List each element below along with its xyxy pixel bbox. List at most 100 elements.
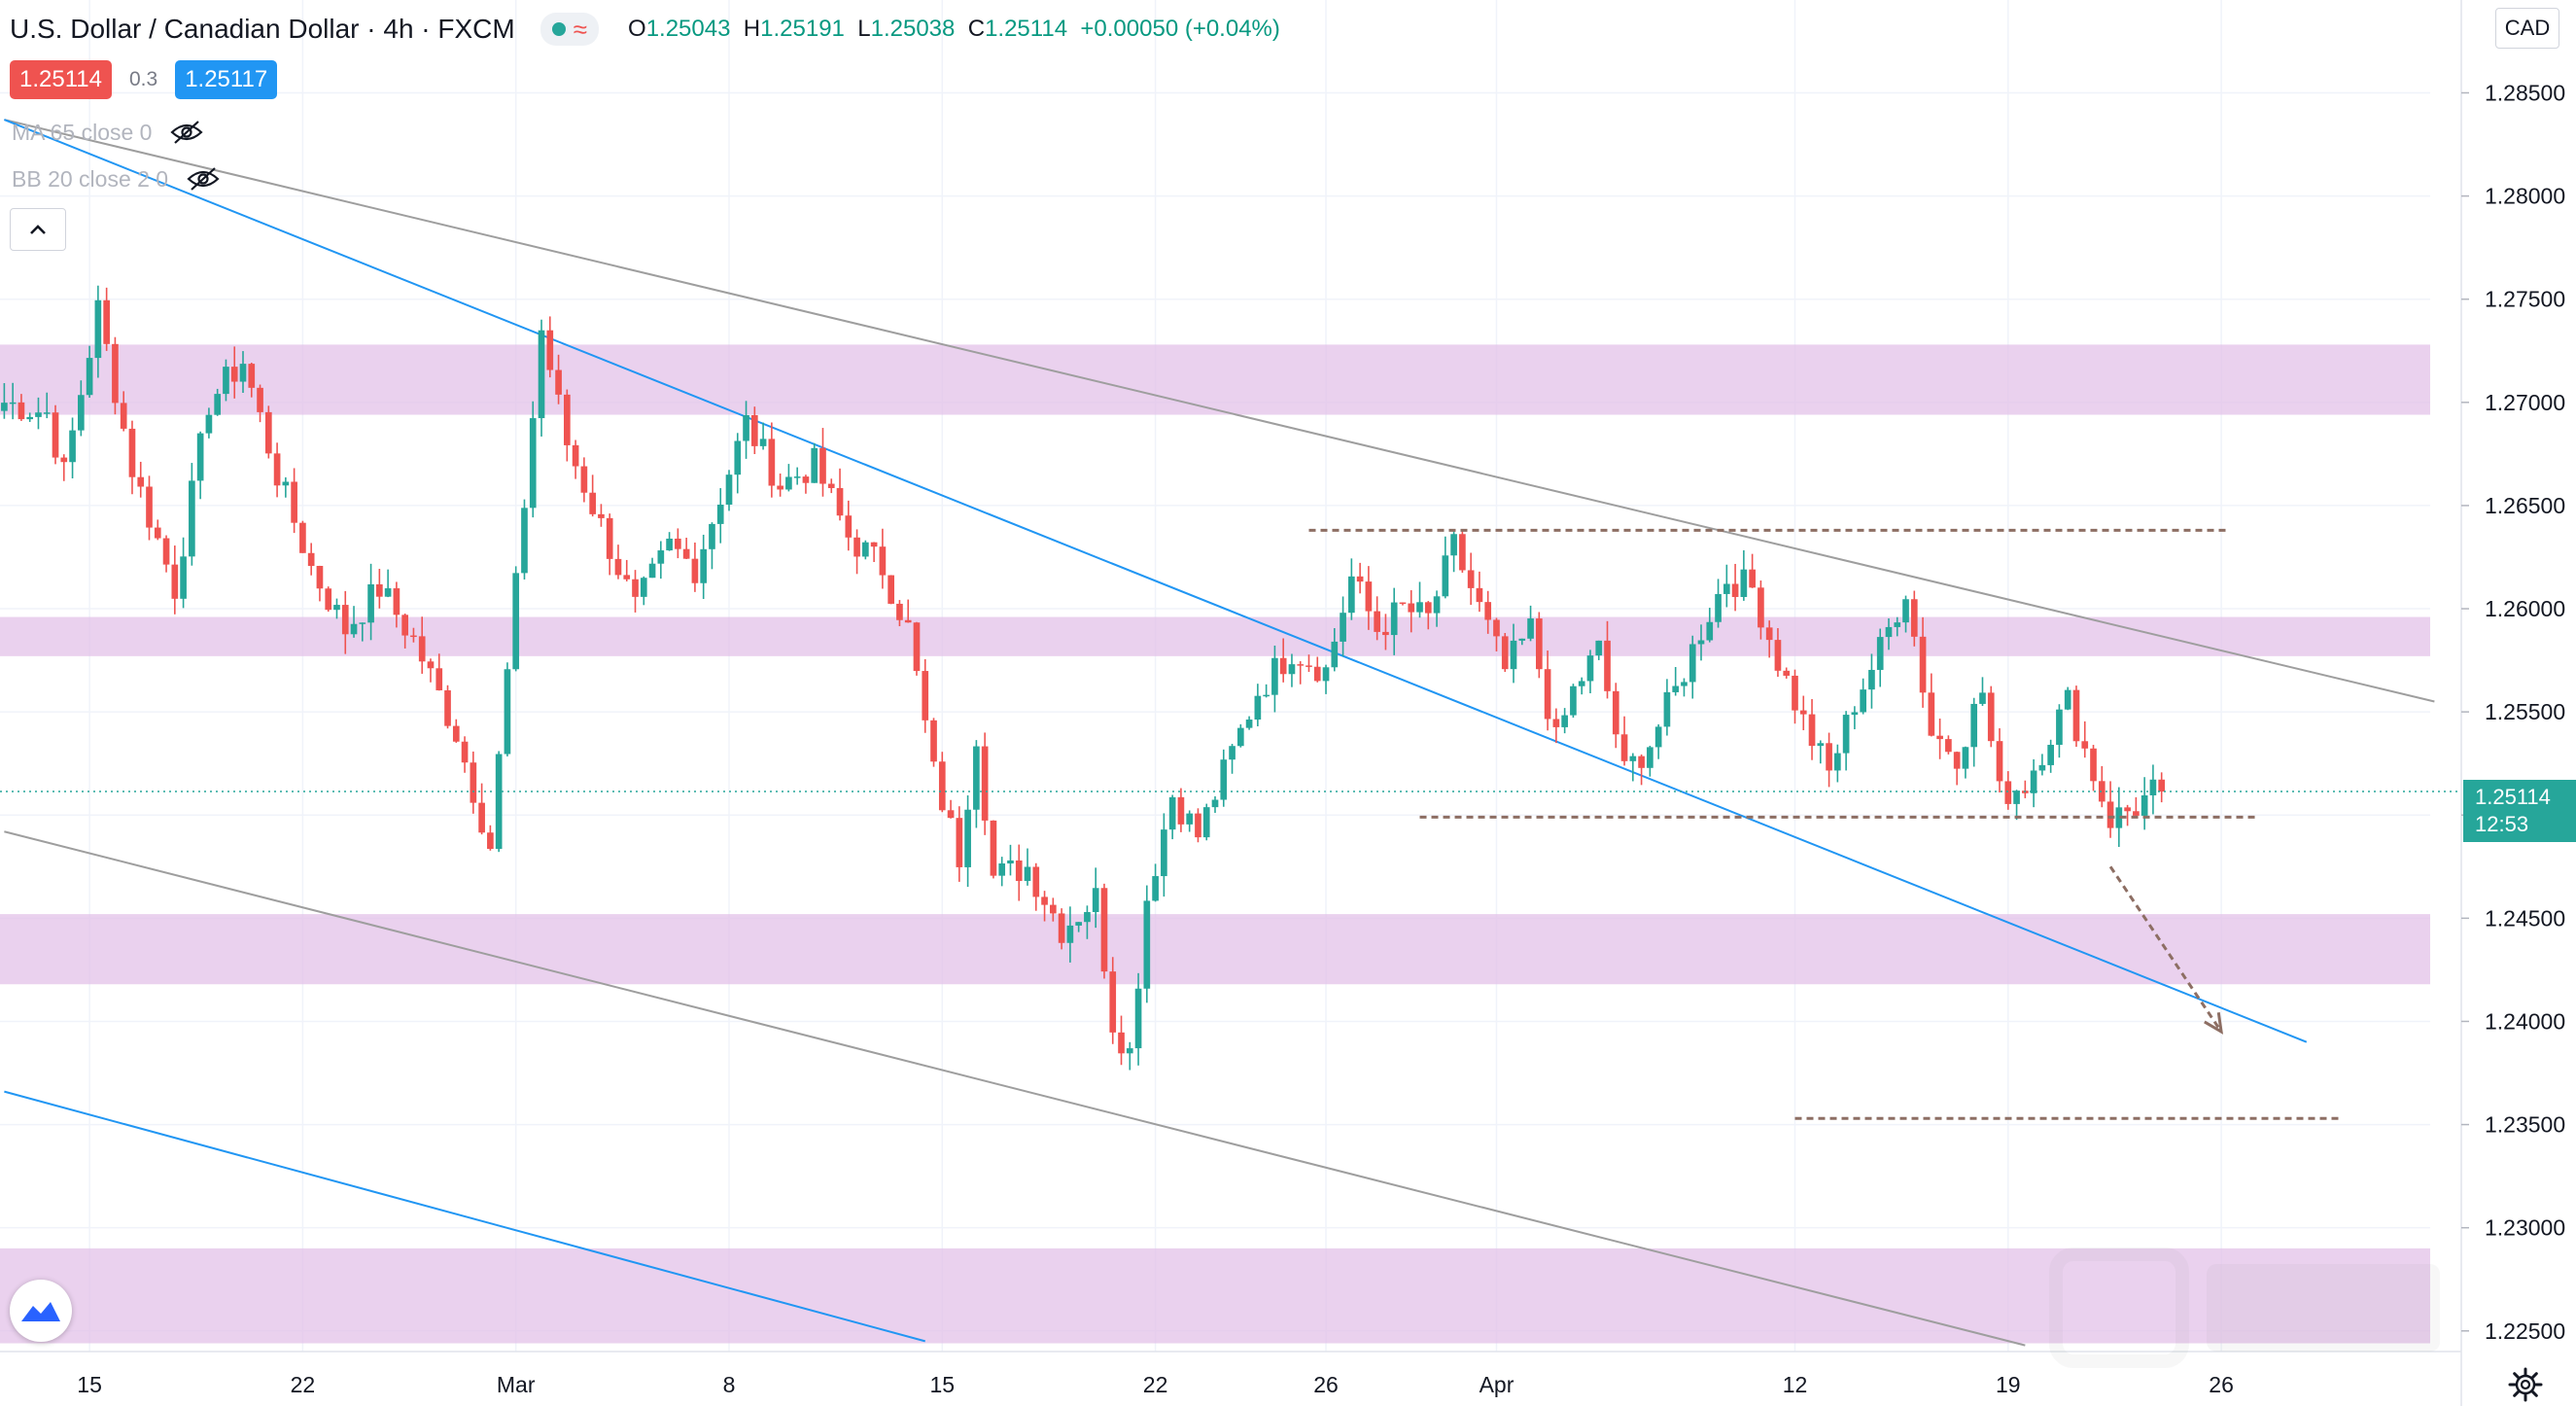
candle-body [1799,710,1807,715]
ohlc-readout: O1.25043 H1.25191 L1.25038 C1.25114 +0.0… [628,16,1280,42]
candle-body [1092,888,1099,913]
grid [0,0,2430,1352]
gear-icon[interactable] [2506,1365,2545,1404]
candle-body [189,480,195,557]
candle-body [1647,747,1654,768]
candle-body [938,761,946,811]
candle-body [1032,866,1040,897]
candle-body [836,487,844,516]
candle-body [1271,657,1278,695]
candle-body [1356,576,1364,582]
candle-body [1050,904,1057,914]
candle-body [750,414,758,446]
candle-body [947,810,955,819]
candle-body [879,546,887,576]
trend-line [4,830,2026,1347]
candle-body [2124,807,2131,812]
zones [0,344,2430,1344]
high-value: 1.25191 [760,16,845,42]
candle-body [580,466,588,493]
candle-body [1263,694,1270,697]
candle-body [1186,813,1194,825]
candle-body [307,552,315,566]
candle-body [128,428,136,477]
candle-body [154,527,161,539]
indicator-ma[interactable]: MA 65 close 0 [12,119,204,146]
candle-body [376,583,383,597]
candle-body [2056,709,2063,746]
candle-body [325,588,332,611]
candle-body [2090,748,2097,782]
candle-body [1459,534,1466,571]
candle-body [1134,988,1142,1049]
candle-body [675,538,681,549]
candle-body [1313,666,1321,682]
bar-countdown: 12:53 [2475,812,2529,836]
chart-header: U.S. Dollar / Canadian Dollar · 4h · FXC… [0,0,1280,58]
x-tick-label: 22 [1143,1372,1168,1397]
candle-body [1672,685,1680,692]
candle-body [990,820,997,876]
buy-button[interactable]: 1.25117 [175,60,278,99]
candle-body [2081,741,2089,749]
candle-body [572,444,579,467]
tradingview-logo-button[interactable] [10,1280,72,1342]
candle-body [1390,602,1398,636]
eye-hidden-icon[interactable] [186,165,221,193]
candle-body [614,558,622,576]
candle-body [384,588,392,597]
candle-body [777,485,783,490]
supply-demand-zone [0,344,2430,415]
indicator-bb[interactable]: BB 20 close 2 0 [12,165,221,193]
sell-button[interactable]: 1.25114 [10,60,112,99]
candle-body [964,809,971,867]
candle-body [1536,618,1543,670]
candle-body [845,515,853,538]
candle-body [1195,813,1201,838]
collapse-legend-button[interactable] [10,208,66,251]
candle-body [2141,794,2148,816]
candle-body [1041,896,1048,905]
candle-body [427,661,435,669]
candle-body [819,447,826,484]
candle-body [1970,703,1978,748]
candle-body [1236,727,1244,747]
candle-body [1279,657,1287,675]
candle-body [2072,689,2080,742]
candle-body [1126,1048,1133,1054]
change-value: +0.00050 (+0.04%) [1080,16,1280,42]
candle-body [1604,640,1611,691]
candle-body [1202,807,1210,838]
candle-body [35,412,42,417]
candle-body [120,403,127,429]
candle-body [709,523,715,549]
candle-body [2106,801,2114,828]
candle-body [1740,569,1748,597]
candle-body [2030,770,2037,793]
candle-body [1654,726,1662,748]
candle-body [248,364,256,388]
candle-body [1578,681,1585,686]
close-value: 1.25114 [985,16,1068,42]
candle-body [1382,631,1389,636]
candle-body [1433,596,1441,614]
candle-body [725,475,733,505]
market-status[interactable]: ≈ [540,13,600,46]
candle-body [239,364,247,382]
symbol-title[interactable]: U.S. Dollar / Canadian Dollar · 4h · FXC… [10,14,515,44]
candle-body [1928,692,1935,736]
candle-body [470,762,477,803]
candle-body [785,476,792,490]
y-tick-label: 1.24000 [2485,1008,2565,1034]
currency-button[interactable]: CAD [2495,8,2559,49]
y-tick-label: 1.27500 [2485,287,2565,312]
candle-body [1288,664,1296,675]
candle-body [78,395,85,431]
candle-body [1595,640,1603,656]
candle-body [648,563,656,579]
candle-body [1953,752,1961,769]
y-tick-label: 1.23500 [2485,1112,2565,1138]
eye-hidden-icon[interactable] [169,119,204,146]
